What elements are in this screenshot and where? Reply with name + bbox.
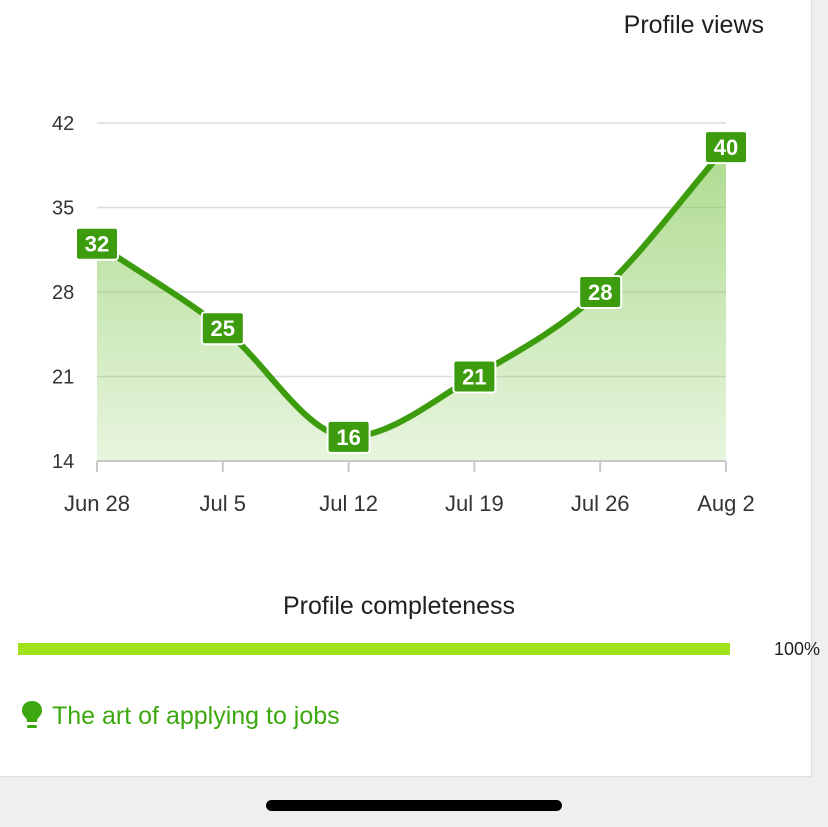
home-indicator — [266, 800, 562, 811]
data-label-box — [200, 311, 245, 346]
data-label-box — [452, 359, 497, 394]
data-label: 25 — [200, 311, 245, 346]
data-label-text: 32 — [85, 232, 109, 257]
data-label-box — [578, 275, 623, 309]
data-label: 28 — [578, 275, 623, 309]
applying-tips-label: The art of applying to jobs — [52, 701, 340, 730]
x-tick-label: Jul 26 — [571, 491, 630, 516]
series-area — [97, 147, 726, 461]
x-tick-label: Jun 28 — [64, 491, 130, 516]
lightbulb-icon — [22, 701, 42, 728]
chart-title: Profile views — [623, 11, 764, 39]
y-tick-label: 28 — [52, 282, 74, 304]
x-tick-label: Jul 19 — [445, 491, 504, 516]
profile-stats-card: Profile views 42 35 28 21 14 Jun 28 Jul 5 Jul 1… — [0, 0, 820, 777]
profile-completeness-value: 100% — [774, 639, 821, 659]
y-tick-label: 35 — [52, 198, 74, 220]
data-label-text: 25 — [211, 316, 235, 341]
profile-views-chart: 42 35 28 21 14 Jun 28 Jul 5 Jul 12 Jul 19 Jul 26 A… — [52, 113, 755, 516]
data-label-text: 40 — [714, 135, 738, 160]
profile-completeness-bar — [18, 643, 730, 655]
x-tick-label: Aug 2 — [697, 491, 755, 516]
y-tick-label: 21 — [52, 367, 74, 389]
data-label: 40 — [704, 130, 748, 165]
applying-tips-link[interactable]: The art of applying to jobs — [20, 700, 340, 732]
data-label-box — [75, 226, 119, 261]
y-tick-label: 42 — [52, 113, 74, 135]
data-label: 21 — [452, 359, 497, 394]
data-label-box — [326, 419, 371, 454]
data-label: 16 — [326, 419, 371, 454]
data-label: 32 — [75, 226, 119, 261]
profile-completeness-title: Profile completeness — [282, 592, 516, 620]
profile-completeness-fill — [18, 643, 730, 655]
data-label-text: 16 — [336, 425, 360, 450]
data-label-text: 28 — [588, 280, 612, 305]
data-label-box — [704, 130, 748, 165]
x-tick-label: Jul 5 — [200, 491, 246, 516]
y-tick-label: 14 — [52, 451, 74, 473]
data-label-text: 21 — [462, 365, 486, 390]
x-tick-label: Jul 12 — [319, 491, 378, 516]
